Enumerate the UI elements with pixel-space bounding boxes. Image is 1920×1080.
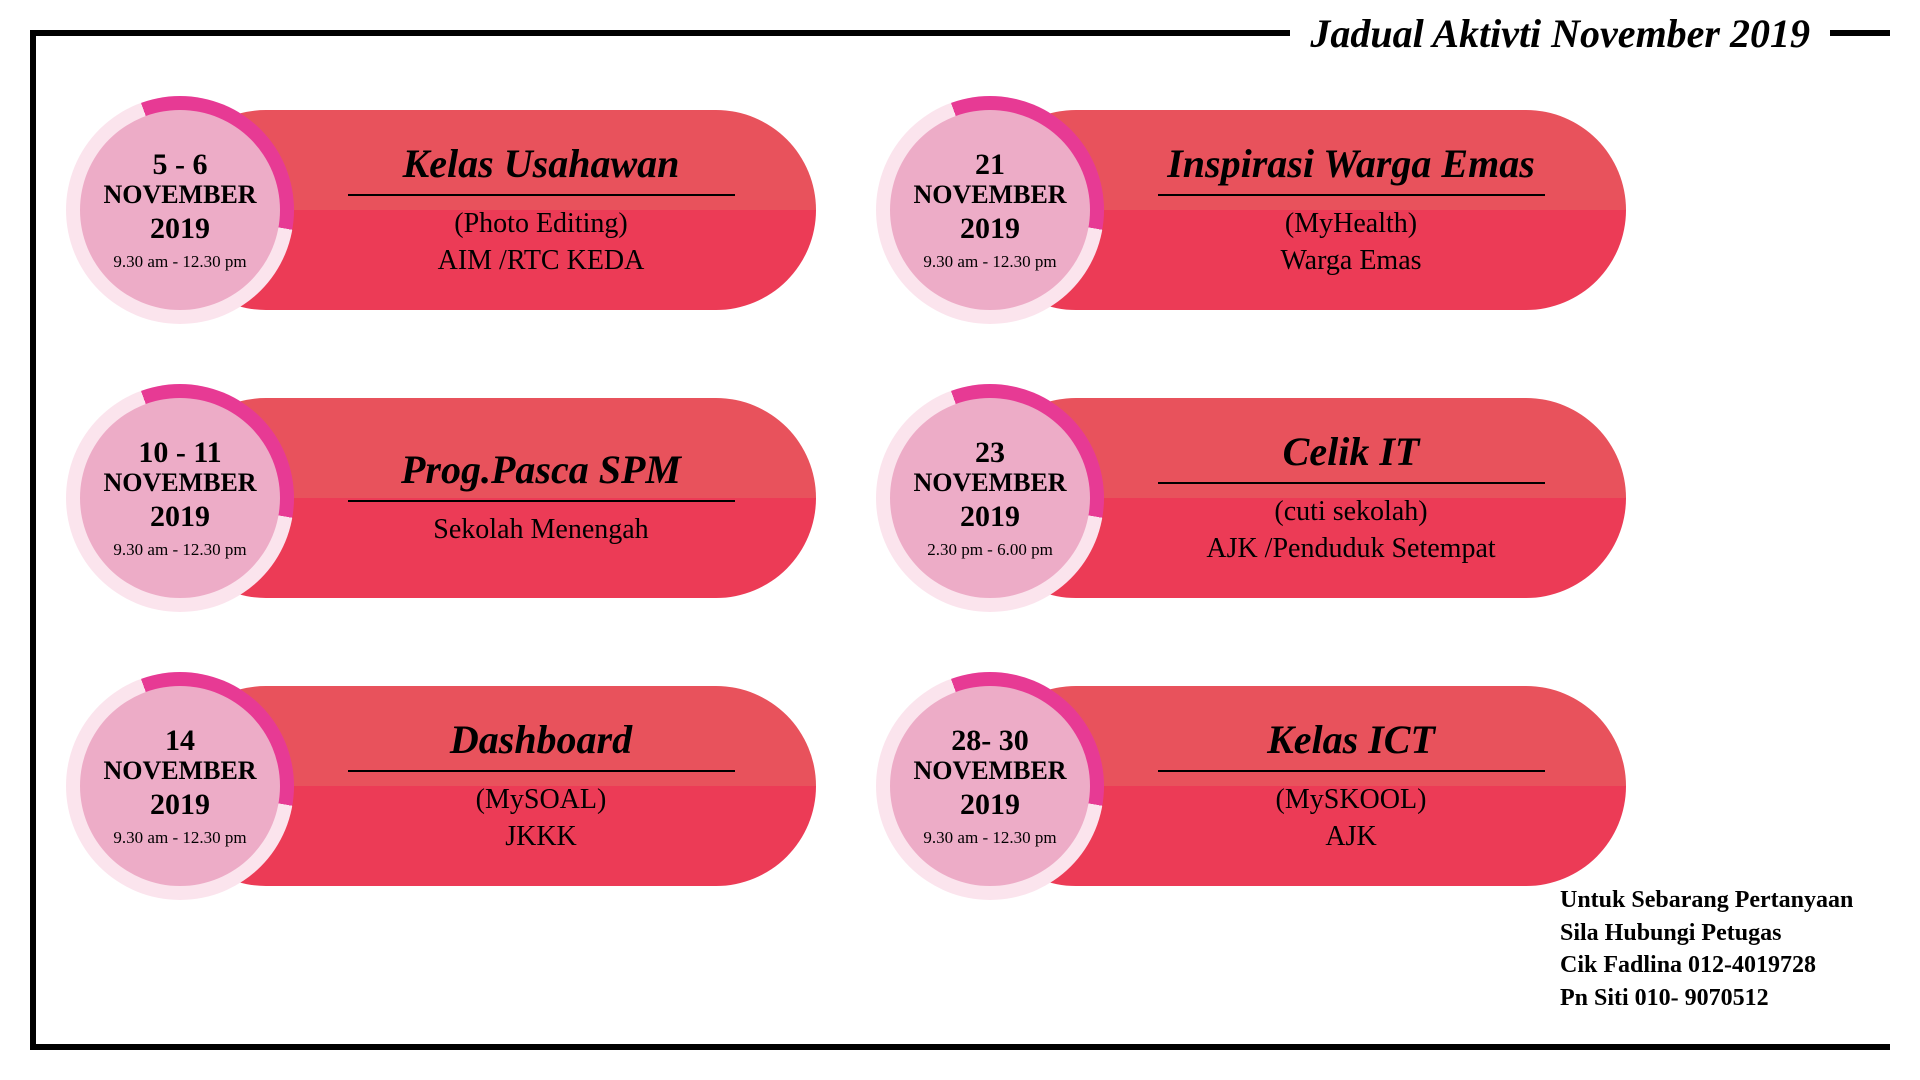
activity-title: Celik IT	[1283, 430, 1420, 474]
date-month: NOVEMBER	[103, 469, 256, 498]
date-day: 28- 30	[951, 724, 1029, 757]
activity-card: 23 NOVEMBER 2019 2.30 pm - 6.00 pm Celik…	[876, 384, 1626, 612]
date-badge: 28- 30 NOVEMBER 2019 9.30 am - 12.30 pm	[890, 686, 1090, 886]
card-content: Celik IT (cuti sekolah) AJK /Penduduk Se…	[1126, 398, 1576, 598]
date-month: NOVEMBER	[103, 757, 256, 786]
date-badge: 10 - 11 NOVEMBER 2019 9.30 am - 12.30 pm	[80, 398, 280, 598]
contact-line: Cik Fadlina 012-4019728	[1560, 949, 1880, 981]
contact-block: Untuk Sebarang Pertanyaan Sila Hubungi P…	[1560, 884, 1880, 1014]
activity-card: 21 NOVEMBER 2019 9.30 am - 12.30 pm Insp…	[876, 96, 1626, 324]
divider-line	[1158, 194, 1545, 196]
date-badge: 21 NOVEMBER 2019 9.30 am - 12.30 pm	[890, 110, 1090, 310]
date-year: 2019	[960, 209, 1020, 248]
card-content: Dashboard (MySOAL) JKKK	[316, 686, 766, 886]
activity-title: Prog.Pasca SPM	[401, 448, 681, 492]
card-content: Kelas ICT (MySKOOL) AJK	[1126, 686, 1576, 886]
activity-subtitle: Sekolah Menengah	[433, 512, 648, 547]
activity-subtitle: (cuti sekolah)	[1274, 494, 1427, 529]
date-time: 9.30 am - 12.30 pm	[113, 252, 246, 272]
divider-line	[1158, 770, 1545, 772]
date-day: 5 - 6	[153, 148, 208, 181]
activity-card: 28- 30 NOVEMBER 2019 9.30 am - 12.30 pm …	[876, 672, 1626, 900]
page-title: Jadual Aktivti November 2019	[1290, 10, 1830, 57]
date-month: NOVEMBER	[913, 181, 1066, 210]
activity-title: Inspirasi Warga Emas	[1167, 142, 1535, 186]
contact-line: Pn Siti 010- 9070512	[1560, 982, 1880, 1014]
date-badge: 5 - 6 NOVEMBER 2019 9.30 am - 12.30 pm	[80, 110, 280, 310]
activity-subtitle: (MySKOOL)	[1276, 782, 1427, 817]
activity-title: Dashboard	[450, 718, 632, 762]
activity-org: JKKK	[505, 819, 577, 854]
date-day: 23	[975, 436, 1005, 469]
card-content: Prog.Pasca SPM Sekolah Menengah	[316, 398, 766, 598]
activity-subtitle: (Photo Editing)	[454, 206, 627, 241]
activity-grid: 5 - 6 NOVEMBER 2019 9.30 am - 12.30 pm K…	[66, 96, 1626, 900]
date-time: 9.30 am - 12.30 pm	[923, 828, 1056, 848]
date-badge: 23 NOVEMBER 2019 2.30 pm - 6.00 pm	[890, 398, 1090, 598]
activity-title: Kelas ICT	[1267, 718, 1435, 762]
divider-line	[1158, 482, 1545, 484]
date-year: 2019	[150, 497, 210, 536]
date-day: 14	[165, 724, 195, 757]
date-year: 2019	[960, 497, 1020, 536]
activity-card: 14 NOVEMBER 2019 9.30 am - 12.30 pm Dash…	[66, 672, 816, 900]
date-year: 2019	[150, 209, 210, 248]
date-year: 2019	[960, 785, 1020, 824]
date-day: 10 - 11	[138, 436, 221, 469]
activity-subtitle: (MySOAL)	[476, 782, 607, 817]
divider-line	[348, 770, 735, 772]
date-month: NOVEMBER	[103, 181, 256, 210]
card-content: Kelas Usahawan (Photo Editing) AIM /RTC …	[316, 110, 766, 310]
activity-card: 10 - 11 NOVEMBER 2019 9.30 am - 12.30 pm…	[66, 384, 816, 612]
contact-line: Sila Hubungi Petugas	[1560, 917, 1880, 949]
date-month: NOVEMBER	[913, 469, 1066, 498]
activity-title: Kelas Usahawan	[403, 142, 680, 186]
activity-subtitle: (MyHealth)	[1285, 206, 1417, 241]
date-time: 9.30 am - 12.30 pm	[923, 252, 1056, 272]
date-year: 2019	[150, 785, 210, 824]
activity-org: AIM /RTC KEDA	[438, 243, 645, 278]
activity-org: AJK /Penduduk Setempat	[1206, 531, 1495, 566]
date-time: 9.30 am - 12.30 pm	[113, 540, 246, 560]
date-day: 21	[975, 148, 1005, 181]
contact-line: Untuk Sebarang Pertanyaan	[1560, 884, 1880, 916]
date-time: 2.30 pm - 6.00 pm	[927, 540, 1053, 560]
divider-line	[348, 194, 735, 196]
date-badge: 14 NOVEMBER 2019 9.30 am - 12.30 pm	[80, 686, 280, 886]
activity-org: Warga Emas	[1280, 243, 1421, 278]
outer-frame: Jadual Aktivti November 2019 5 - 6 NOVEM…	[30, 30, 1890, 1050]
card-content: Inspirasi Warga Emas (MyHealth) Warga Em…	[1126, 110, 1576, 310]
date-month: NOVEMBER	[913, 757, 1066, 786]
divider-line	[348, 500, 735, 502]
activity-card: 5 - 6 NOVEMBER 2019 9.30 am - 12.30 pm K…	[66, 96, 816, 324]
date-time: 9.30 am - 12.30 pm	[113, 828, 246, 848]
activity-org: AJK	[1325, 819, 1376, 854]
